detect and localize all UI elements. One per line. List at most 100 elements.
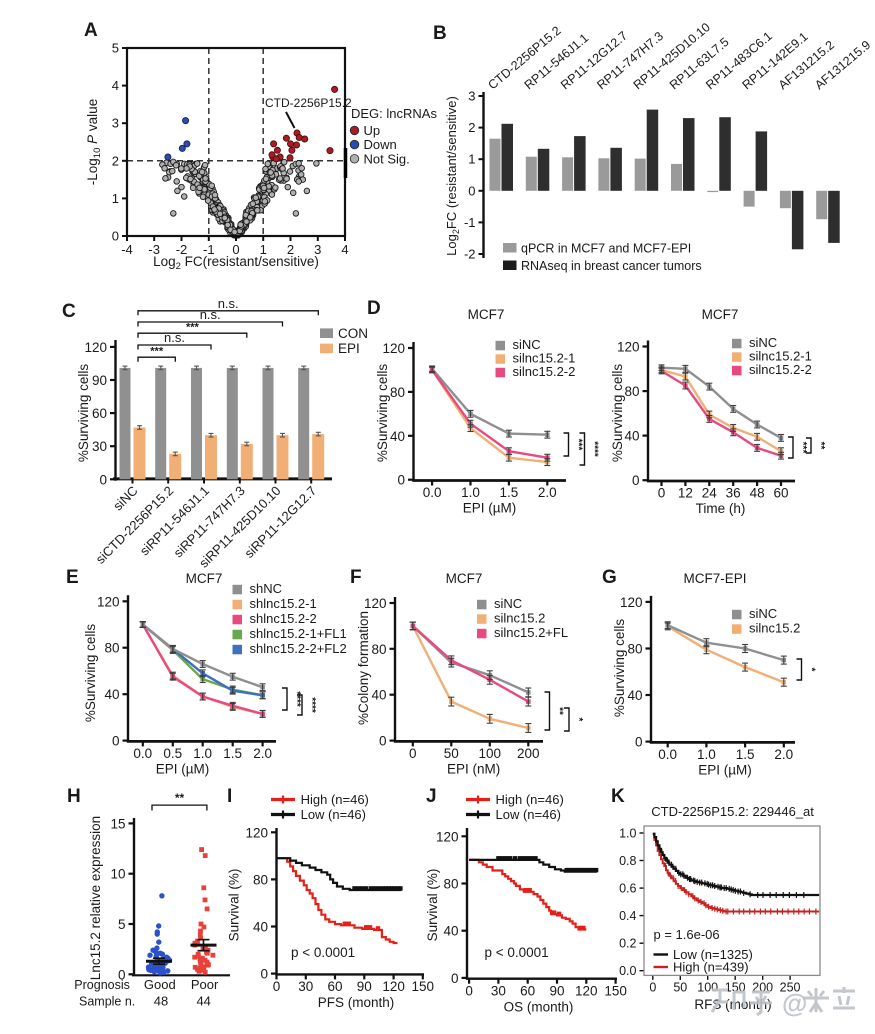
svg-text:40: 40 [371, 688, 386, 703]
svg-text:1.0: 1.0 [461, 485, 480, 500]
svg-text:silnc15.2-2: silnc15.2-2 [513, 364, 576, 379]
svg-text:-2: -2 [464, 247, 476, 262]
svg-text:0: 0 [451, 971, 459, 986]
svg-text:0: 0 [112, 229, 119, 244]
svg-text:120: 120 [575, 983, 598, 998]
svg-text:C: C [62, 301, 76, 322]
svg-text:G: G [602, 567, 617, 588]
svg-text:90: 90 [549, 983, 564, 998]
svg-text:n.s.: n.s. [164, 330, 185, 345]
svg-text:120: 120 [382, 341, 405, 356]
svg-text:EPI (µM): EPI (µM) [463, 501, 517, 516]
svg-text:EPI (µM): EPI (µM) [156, 762, 210, 777]
svg-text:0.0: 0.0 [619, 964, 636, 978]
svg-text:2.0: 2.0 [253, 746, 272, 761]
svg-text:120: 120 [84, 340, 107, 355]
svg-text:0.0: 0.0 [133, 746, 152, 761]
svg-text:*: * [573, 718, 584, 722]
svg-text:48: 48 [750, 486, 765, 501]
svg-text:Low (n=46): Low (n=46) [301, 807, 366, 822]
svg-text:siNC: siNC [494, 596, 522, 611]
svg-text:CTD-2256P15.2: CTD-2256P15.2 [265, 96, 352, 110]
svg-text:0: 0 [379, 734, 387, 749]
svg-text:1.0: 1.0 [619, 827, 636, 841]
svg-text:80: 80 [624, 384, 639, 399]
svg-text:silnc15.2-2: silnc15.2-2 [749, 362, 812, 377]
svg-text:2.0: 2.0 [538, 485, 557, 500]
svg-text:120: 120 [620, 595, 643, 610]
svg-text:***: *** [797, 442, 808, 454]
svg-text:****: **** [589, 441, 600, 457]
svg-text:40: 40 [443, 924, 458, 939]
svg-text:4: 4 [341, 242, 348, 257]
svg-text:shlnc15.2-2: shlnc15.2-2 [250, 611, 317, 626]
svg-text:%Colony formation: %Colony formation [356, 611, 371, 725]
svg-text:1.5: 1.5 [223, 746, 242, 761]
svg-text:90: 90 [357, 979, 372, 994]
svg-text:0: 0 [112, 734, 120, 749]
svg-text:siNC: siNC [513, 337, 541, 352]
svg-text:80: 80 [627, 642, 642, 657]
svg-text:0.8: 0.8 [619, 854, 636, 868]
svg-text:0: 0 [635, 735, 643, 750]
svg-text:1.0: 1.0 [193, 746, 212, 761]
svg-text:**: ** [175, 791, 185, 805]
svg-text:Time (h): Time (h) [696, 501, 746, 516]
svg-text:High (n=439): High (n=439) [673, 960, 749, 975]
svg-text:Lnc15.2 relative expression: Lnc15.2 relative expression [88, 816, 103, 980]
svg-text:***: *** [186, 322, 200, 334]
svg-text:K: K [611, 786, 625, 807]
svg-text:0: 0 [397, 473, 405, 488]
svg-text:****: **** [306, 697, 317, 713]
svg-text:120: 120 [364, 596, 387, 611]
svg-text:0: 0 [658, 486, 666, 501]
svg-text:H: H [67, 786, 81, 807]
svg-text:3: 3 [314, 242, 321, 257]
svg-text:1: 1 [468, 152, 475, 167]
svg-text:120: 120 [382, 979, 405, 994]
svg-text:A: A [84, 20, 98, 41]
svg-text:0.6: 0.6 [619, 882, 636, 896]
svg-text:5: 5 [118, 917, 126, 932]
svg-text:15: 15 [110, 816, 125, 831]
svg-text:Low (n=1325): Low (n=1325) [673, 947, 753, 962]
svg-text:5: 5 [112, 41, 119, 56]
svg-text:3: 3 [112, 116, 119, 131]
svg-text:200: 200 [517, 746, 540, 761]
svg-text:p < 0.0001: p < 0.0001 [485, 945, 549, 960]
svg-text:0: 0 [260, 967, 268, 982]
svg-text:CTD-2256P15.2: 229446_at: CTD-2256P15.2: 229446_at [651, 804, 814, 819]
svg-text:DEG: lncRNAs: DEG: lncRNAs [351, 106, 437, 121]
svg-text:0: 0 [118, 967, 126, 982]
svg-text:High (n=46): High (n=46) [301, 792, 369, 807]
svg-text:-3: -3 [148, 242, 160, 257]
svg-text:EPI (nM): EPI (nM) [447, 762, 500, 777]
svg-text:MCF7: MCF7 [468, 307, 505, 322]
svg-text:36: 36 [726, 486, 741, 501]
svg-text:MCF7: MCF7 [446, 571, 483, 586]
svg-text:%Surviving cells: %Surviving cells [610, 364, 625, 463]
svg-text:30: 30 [298, 979, 313, 994]
svg-text:***: *** [150, 346, 164, 358]
svg-text:shlnc15.2-1: shlnc15.2-1 [250, 596, 317, 611]
svg-text:0.0: 0.0 [658, 747, 677, 762]
svg-text:silnc15.2: silnc15.2 [494, 611, 545, 626]
svg-text:MCF7: MCF7 [702, 307, 739, 322]
svg-text:D: D [367, 298, 381, 319]
svg-text:0: 0 [99, 472, 107, 487]
svg-text:2: 2 [468, 120, 475, 135]
svg-text:MCF7-EPI: MCF7-EPI [683, 571, 746, 586]
svg-text:CON: CON [338, 326, 368, 341]
svg-text:Log2FC (resistant/sensitive): Log2FC (resistant/sensitive) [444, 96, 461, 256]
svg-text:120: 120 [97, 594, 120, 609]
svg-text:120: 120 [617, 340, 640, 355]
svg-text:PFS (month): PFS (month) [318, 995, 395, 1010]
svg-text:shlnc15.2-1+FL1: shlnc15.2-1+FL1 [250, 626, 347, 641]
svg-text:10: 10 [110, 867, 125, 882]
svg-text:30: 30 [92, 439, 107, 454]
svg-text:0: 0 [468, 183, 475, 198]
svg-text:Survival (%): Survival (%) [227, 869, 242, 942]
svg-text:****: **** [291, 691, 302, 707]
svg-text:-1: -1 [203, 242, 215, 257]
svg-text:60: 60 [520, 983, 535, 998]
